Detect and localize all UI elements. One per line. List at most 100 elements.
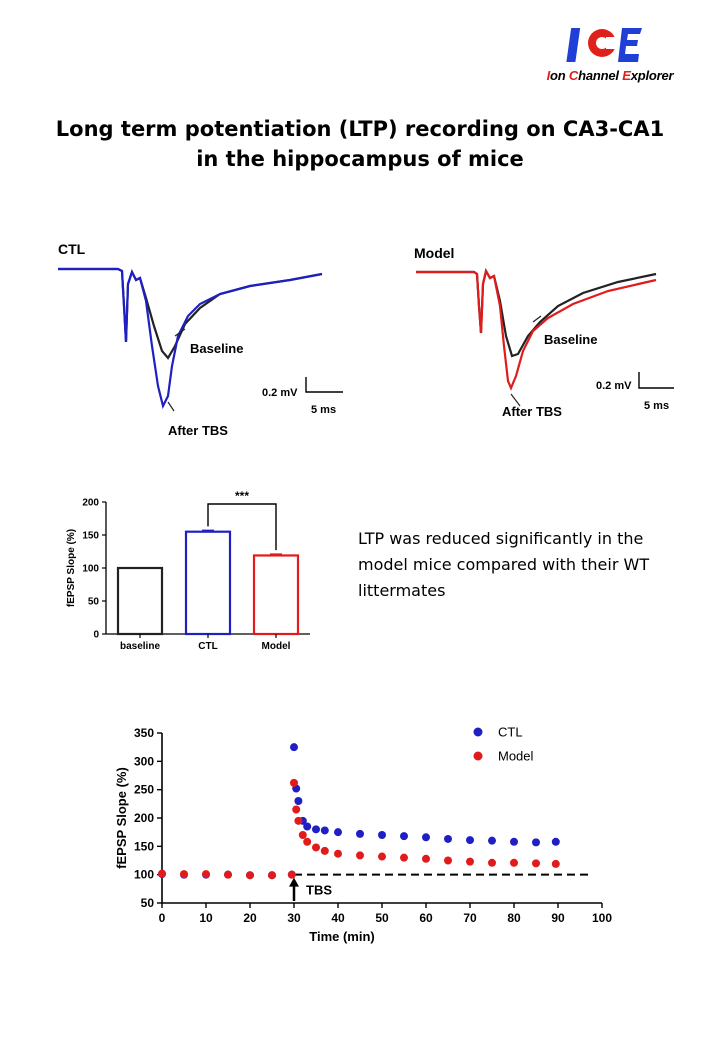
model-scale-voltage: 0.2 mV bbox=[596, 380, 632, 392]
time-x-tick-label: 30 bbox=[287, 911, 301, 925]
time-x-tick-label: 70 bbox=[463, 911, 477, 925]
legend-label-ctl: CTL bbox=[498, 725, 523, 740]
title-line-2: in the hippocampus of mice bbox=[196, 147, 524, 171]
data-point bbox=[180, 870, 188, 879]
time-x-tick-label: 100 bbox=[592, 911, 612, 925]
ctl-scale-time: 5 ms bbox=[311, 404, 336, 416]
model-baseline-trace bbox=[416, 268, 657, 358]
model-baseline-label: Baseline bbox=[544, 332, 597, 347]
data-point bbox=[158, 869, 166, 878]
time-x-tick-label: 20 bbox=[243, 911, 257, 925]
data-point bbox=[268, 871, 276, 880]
data-point bbox=[292, 805, 301, 814]
bar-y-tick-label: 50 bbox=[88, 597, 100, 608]
data-point bbox=[224, 870, 232, 879]
ion-channel-explorer-logo: Ion Channel Explorer bbox=[540, 22, 680, 88]
data-point bbox=[466, 836, 474, 845]
data-point bbox=[444, 834, 452, 843]
time-y-tick-label: 300 bbox=[134, 754, 154, 768]
data-point bbox=[488, 858, 496, 867]
time-x-tick-label: 90 bbox=[551, 911, 565, 925]
time-y-tick-label: 150 bbox=[134, 839, 154, 853]
significance-bracket bbox=[207, 503, 277, 551]
data-point bbox=[378, 831, 386, 839]
model-after-tbs-trace bbox=[416, 268, 657, 391]
data-point bbox=[287, 870, 296, 879]
bar bbox=[184, 530, 232, 636]
time-y-tick-label: 250 bbox=[134, 783, 154, 797]
ctl-scale-voltage: 0.2 mV bbox=[262, 387, 298, 399]
data-point bbox=[551, 859, 560, 868]
model-panel-label: Model bbox=[414, 245, 454, 261]
bar-y-tick-label: 0 bbox=[93, 630, 99, 641]
time-x-tick-label: 60 bbox=[419, 911, 433, 925]
model-trace-panel: Model Baseline After TBS 0.2 mV 5 ms bbox=[414, 245, 674, 419]
data-point bbox=[246, 871, 254, 880]
data-point bbox=[294, 816, 303, 825]
time-y-tick-label: 50 bbox=[141, 896, 155, 910]
time-x-tick-label: 80 bbox=[507, 911, 521, 925]
model-scale-time: 5 ms bbox=[644, 400, 669, 412]
time-x-tick-label: 0 bbox=[159, 911, 166, 925]
data-point bbox=[320, 846, 329, 855]
data-point bbox=[422, 833, 430, 842]
data-point bbox=[334, 849, 342, 858]
significance-label: *** bbox=[235, 489, 249, 503]
data-point bbox=[422, 854, 430, 863]
data-point bbox=[294, 797, 303, 805]
tbs-annotation: TBS bbox=[306, 883, 332, 898]
summary-note: LTP was reduced significantly in the mod… bbox=[358, 529, 650, 600]
data-point bbox=[290, 743, 298, 752]
data-point bbox=[202, 870, 210, 879]
data-point bbox=[510, 837, 518, 846]
legend-marker-ctl bbox=[473, 727, 483, 737]
ctl-after-tbs-label: After TBS bbox=[168, 423, 228, 438]
title-line-1: Long term potentiation (LTP) recording o… bbox=[55, 117, 665, 141]
legend-label-model: Model bbox=[498, 749, 534, 764]
data-point bbox=[303, 837, 312, 846]
ctl-baseline-label: Baseline bbox=[190, 341, 243, 356]
data-point bbox=[444, 856, 452, 865]
legend-marker-model bbox=[473, 751, 483, 761]
tbs-arrow-head bbox=[289, 877, 299, 887]
ctl-panel-label: CTL bbox=[58, 241, 86, 257]
data-point bbox=[400, 853, 408, 862]
data-point bbox=[532, 838, 540, 847]
bar-category-label: Model bbox=[262, 641, 291, 652]
data-point bbox=[312, 843, 320, 852]
bar-category-label: baseline bbox=[120, 641, 160, 652]
data-point bbox=[356, 851, 364, 860]
data-point bbox=[510, 858, 518, 867]
series-model bbox=[158, 778, 560, 880]
data-point bbox=[488, 836, 496, 845]
data-point bbox=[312, 825, 320, 834]
ctl-scale-bar bbox=[305, 377, 343, 393]
time-x-axis-label: Time (min) bbox=[309, 929, 375, 944]
ctl-trace-panel: CTL Baseline After TBS 0.2 mV 5 ms bbox=[58, 241, 343, 438]
model-after-tbs-label: After TBS bbox=[502, 404, 562, 419]
data-point bbox=[298, 831, 307, 839]
time-course-chart: 50 100 150 200 250 300 350 0 10 20 30 40 50 60 70 80 90 1… bbox=[114, 725, 612, 945]
data-point bbox=[290, 778, 298, 787]
bar bbox=[252, 554, 300, 636]
bar bbox=[116, 566, 164, 636]
ice-logo-mark bbox=[566, 28, 642, 62]
logo-text: Ion Channel Explorer bbox=[546, 68, 674, 83]
data-point bbox=[400, 832, 408, 841]
bar-y-tick-label: 150 bbox=[82, 531, 99, 542]
data-point bbox=[466, 857, 474, 866]
time-y-tick-label: 200 bbox=[134, 811, 154, 825]
data-point bbox=[303, 822, 312, 831]
data-point bbox=[356, 829, 364, 838]
data-point bbox=[551, 837, 560, 846]
data-point bbox=[378, 852, 386, 861]
time-x-tick-label: 10 bbox=[199, 911, 213, 925]
bar-y-tick-label: 100 bbox=[82, 564, 99, 575]
data-point bbox=[320, 826, 329, 835]
bar-chart: 0 50 100 150 200 fEPSP Slope (%) baseline CTL Mo… bbox=[66, 489, 310, 652]
model-scale-bar bbox=[638, 372, 674, 389]
ctl-after-tbs-trace bbox=[58, 267, 323, 410]
time-x-tick-label: 50 bbox=[375, 911, 389, 925]
bar-category-label: CTL bbox=[198, 641, 217, 652]
data-point bbox=[334, 828, 342, 837]
